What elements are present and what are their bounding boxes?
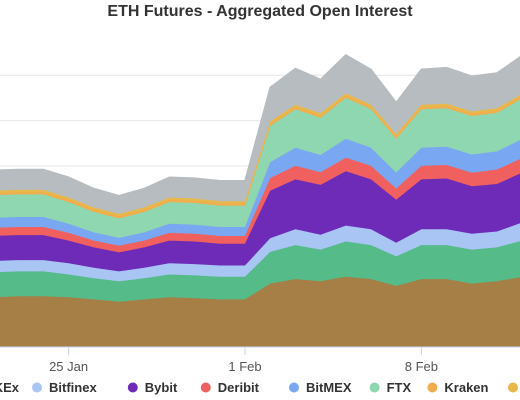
series-area-cme: [0, 276, 520, 347]
legend-label-deribit: Deribit: [218, 380, 260, 395]
legend-item-kraken[interactable]: Kraken: [427, 380, 489, 395]
legend-label-okex: OKEx: [0, 380, 20, 395]
x-axis-ticks: 25 Jan 1 Feb 8 Feb: [49, 347, 438, 374]
legend-item-deribit[interactable]: Deribit: [200, 380, 260, 395]
legend-label-bybit: Bybit: [145, 380, 178, 395]
series-area-ftx: [0, 97, 520, 238]
series-area-bybit: [0, 171, 520, 272]
series-area-okex: [0, 241, 520, 302]
legend-marker-bybit: [127, 382, 138, 393]
legend-marker-deribit: [200, 382, 211, 393]
x-tick-label-0: 25 Jan: [49, 359, 88, 374]
legend: CMEOKExBitfinexBybitDeribitBitMEXFTXKrak…: [0, 380, 520, 395]
legend-item-ftx[interactable]: FTX: [369, 380, 412, 395]
legend-marker-bitfinex: [32, 382, 42, 393]
series-line-others: [0, 53, 520, 197]
legend-item-bitmex[interactable]: BitMEX: [289, 380, 352, 395]
legend-marker-ftx: [369, 382, 380, 393]
series-area-bitfinex: [0, 223, 520, 282]
legend-marker-bitmex: [289, 382, 299, 393]
stacked-areas: [0, 53, 520, 347]
chart-title: ETH Futures - Aggregated Open Interest: [107, 3, 413, 20]
legend-item-okex[interactable]: OKEx: [0, 380, 20, 395]
x-tick-label-2: 8 Feb: [405, 359, 438, 374]
legend-item-bitfinex[interactable]: Bitfinex: [32, 380, 97, 395]
legend-label-bitmex: BitMEX: [306, 380, 352, 395]
legend-label-kraken: Kraken: [444, 380, 488, 395]
series-area-bitmex: [0, 138, 520, 246]
legend-item-coinflex[interactable]: CoinFlex: [508, 380, 520, 395]
series-area-deribit: [0, 157, 520, 253]
legend-marker-coinflex: [508, 382, 518, 393]
legend-label-ftx: FTX: [387, 380, 412, 395]
legend-label-bitfinex: Bitfinex: [49, 380, 97, 395]
legend-marker-kraken: [427, 382, 438, 393]
legend-item-bybit[interactable]: Bybit: [127, 380, 178, 395]
x-tick-label-1: 1 Feb: [228, 359, 261, 374]
